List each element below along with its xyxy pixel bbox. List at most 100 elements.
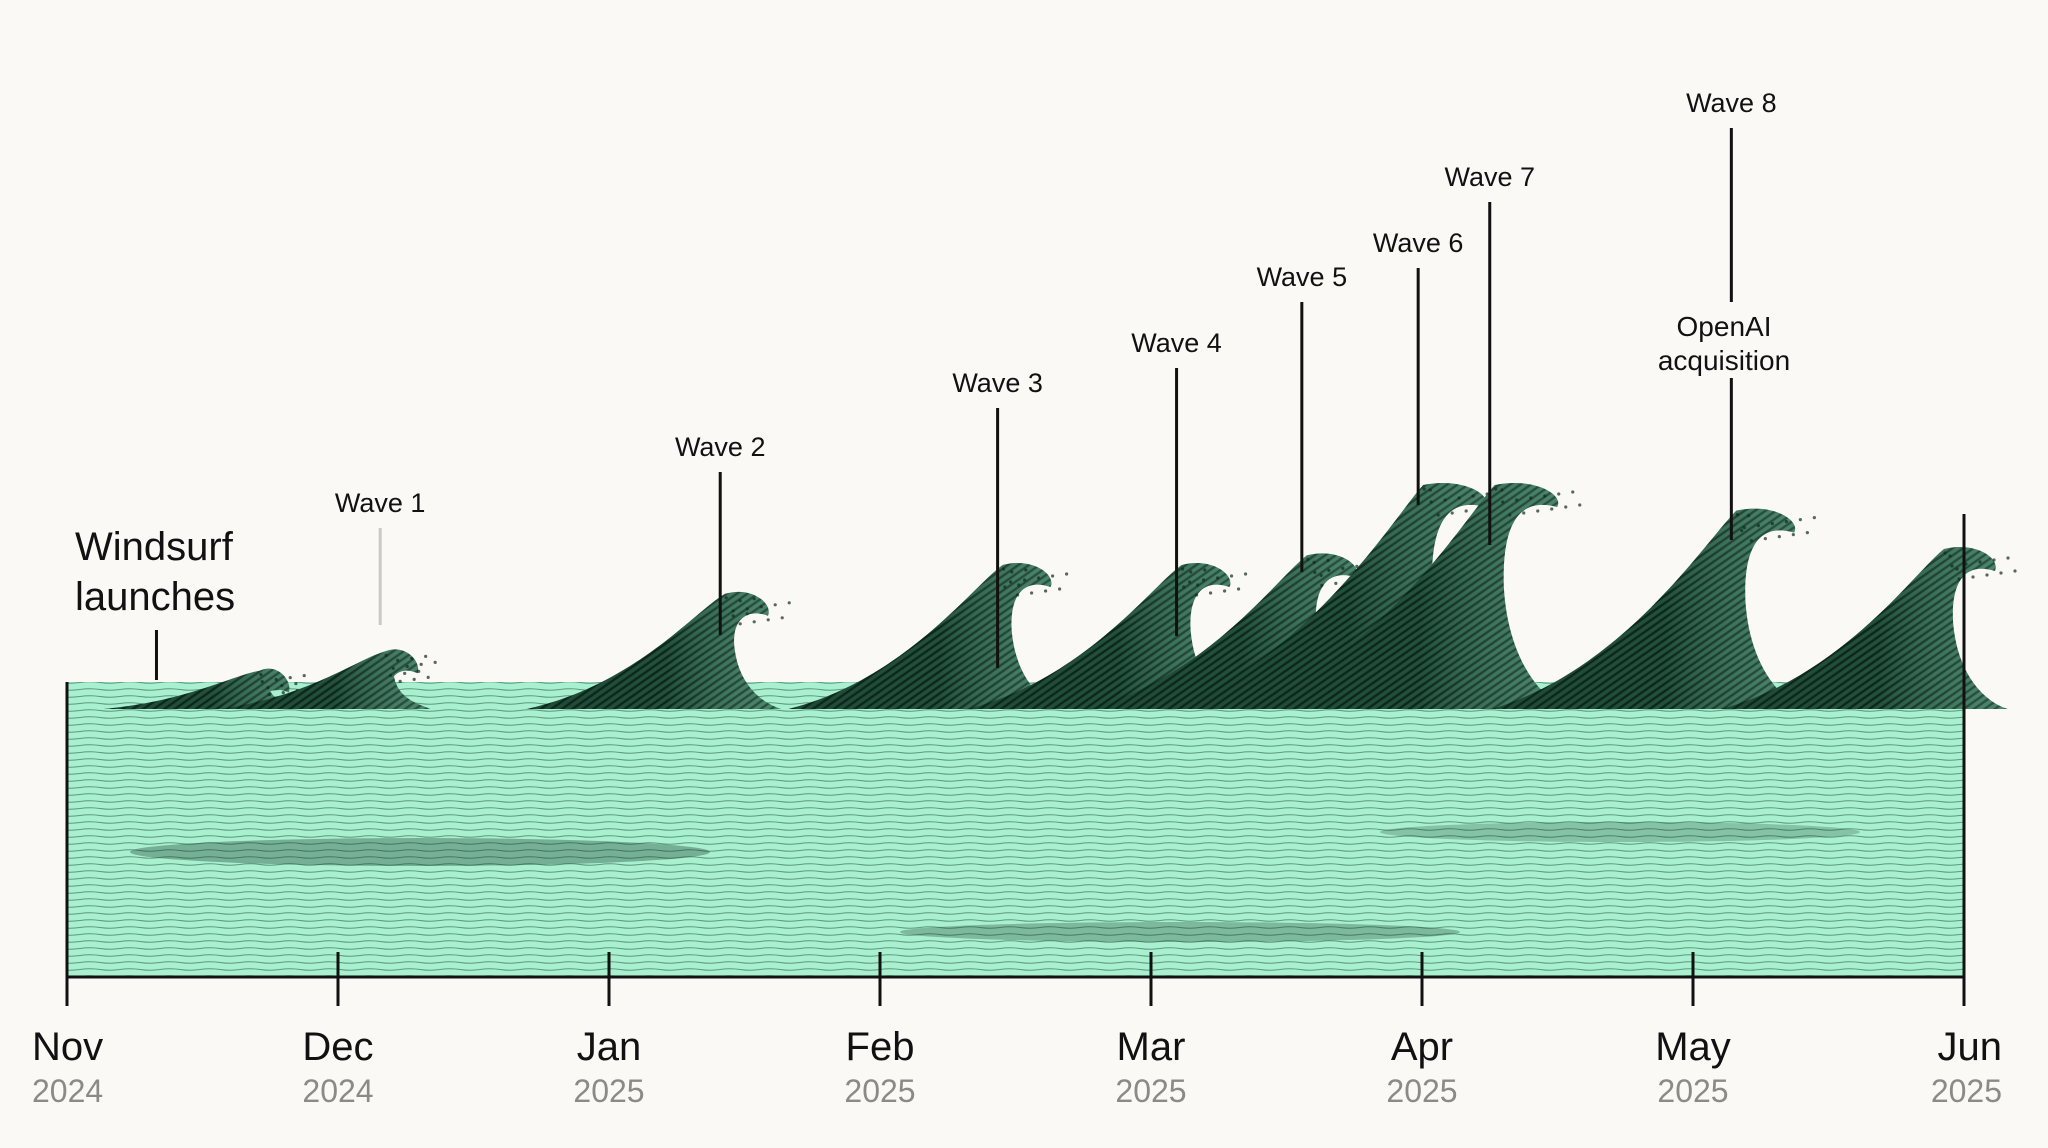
axis-year-label: 2025	[573, 1073, 644, 1109]
wave-foam-dot	[1515, 498, 1519, 502]
wave-foam-dot	[1051, 574, 1055, 578]
wave-foam-dot	[267, 693, 271, 697]
openai-annotation: OpenAI acquisition	[1658, 311, 1790, 376]
wave-foam-dot	[1557, 492, 1561, 496]
wave-foam-dot	[1313, 570, 1317, 575]
wave-foam-dot	[1578, 503, 1582, 507]
wave-foam-dot	[1215, 576, 1220, 580]
wave-label: Wave 8	[1686, 88, 1777, 118]
wave-foam-dot	[1030, 591, 1034, 595]
wave-foam-dot	[1327, 568, 1331, 573]
wave-foam-dot	[288, 676, 292, 680]
wave-foam-dot	[731, 614, 735, 618]
wave-foam-dot	[1791, 533, 1795, 537]
wave-foam-dot	[1229, 574, 1234, 578]
wave-foam-dot	[1564, 505, 1568, 509]
wave-foam-dot	[1955, 567, 1959, 571]
axis-month-label: Mar	[1117, 1025, 1186, 1069]
wave-foam-dot	[1742, 526, 1746, 530]
axis-month-label: May	[1655, 1025, 1731, 1069]
wave-label: Wave 5	[1257, 262, 1348, 292]
wave-foam-dot	[1985, 573, 1989, 577]
ocean	[67, 682, 1964, 976]
wave-foam-dot	[1943, 551, 1947, 555]
wave-foam-dot	[752, 597, 756, 601]
axis-year-label: 2024	[32, 1073, 103, 1109]
wave-label: Wave 7	[1444, 162, 1535, 192]
wave-shade	[1721, 547, 2008, 709]
wave-foam-dot	[1334, 581, 1338, 586]
wave-foam-dot	[1756, 524, 1760, 528]
wave-foam-dot	[1950, 564, 1954, 568]
wave-foam-dot	[1182, 585, 1186, 589]
wave-foam-dot	[405, 664, 409, 669]
wave-foam-dot	[426, 675, 430, 680]
wave-foam-dot	[1948, 554, 1952, 558]
wave-label: Wave 1	[335, 488, 426, 518]
axis-year-label: 2024	[302, 1073, 373, 1109]
wave-foam-dot	[1494, 487, 1498, 491]
wave-foam-dot	[1189, 570, 1193, 574]
wave-foam-dot	[417, 669, 421, 674]
wave-foam-dot	[1058, 587, 1062, 591]
axis-month-label: Apr	[1391, 1025, 1453, 1069]
wave-foam-dot	[1740, 529, 1744, 533]
wave-foam-dot	[1522, 511, 1526, 515]
wave-foam-dot	[1443, 498, 1447, 502]
wave-foam-dot	[1500, 488, 1504, 492]
wave-foam-dot	[1784, 520, 1788, 524]
wave-foam-dot	[398, 679, 402, 684]
wave-foam-dot	[1024, 568, 1028, 572]
wave-foam-dot	[1326, 558, 1330, 563]
openai-label-line2: acquisition	[1658, 345, 1790, 376]
wave-foam-dot	[1436, 513, 1440, 517]
axis-year-label: 2025	[1931, 1073, 2002, 1109]
wave-foam-dot	[1777, 535, 1781, 539]
wave-foam-dot	[1529, 496, 1533, 500]
wave-foam-dot	[1306, 557, 1310, 562]
wave-foam-dot	[1735, 513, 1739, 517]
wave-foam-dot	[412, 677, 416, 682]
wave-shade	[788, 563, 1064, 709]
wave-foam-dot	[1536, 509, 1540, 513]
wave-foam-dot	[1550, 507, 1554, 511]
wave-foam-dot	[1312, 560, 1316, 565]
water-body	[67, 682, 1964, 976]
wave-foam-dot	[1319, 573, 1323, 578]
axis-ticks: Nov 2024 Dec 2024 Jan 2025 Feb 2025 Mar 2025 Apr 20…	[32, 952, 2002, 1109]
wave-foam-dot	[1798, 518, 1802, 522]
wave-shade	[526, 591, 781, 709]
axis-year-label: 2025	[1386, 1073, 1457, 1109]
wave-foam-dot	[738, 622, 742, 626]
wave-foam-dot	[1203, 568, 1207, 572]
wave-foam-dot	[419, 662, 423, 667]
axis-month-label: Jan	[577, 1025, 642, 1069]
wave-foam-dot	[1805, 531, 1809, 535]
launch-label-line1: Windsurf	[75, 525, 234, 569]
wave-foam-dot	[766, 618, 770, 622]
wave-foam-dot	[1429, 500, 1433, 504]
wave-foam-dot	[1065, 572, 1069, 576]
wave-foam-dot	[384, 653, 388, 658]
wave-label: Wave 4	[1131, 328, 1222, 358]
wave-label: Wave 2	[675, 432, 766, 462]
wave-foam-dot	[1023, 578, 1027, 582]
wave-label: Wave 3	[952, 368, 1043, 398]
wave-foam-dot	[1770, 522, 1774, 526]
wave-foam-dot	[1003, 585, 1007, 589]
wave-foam-dot	[780, 616, 784, 620]
wave-foam-dot	[274, 678, 278, 682]
wave-foam-dot	[1571, 490, 1575, 494]
wave-labels: Wave 1 Wave 2 Wave 3 Wave 4 Wave 5 Wave 6 Wave…	[335, 88, 1777, 668]
wave-foam-dot	[1009, 580, 1013, 584]
wave-foam-dot	[1243, 572, 1248, 576]
wave-foam-dot	[1508, 513, 1512, 517]
wave-foam-dot	[1017, 583, 1021, 587]
wave-foam-dot	[389, 673, 393, 678]
wave-foam-dot	[1471, 494, 1475, 498]
wave-foam-dot	[1187, 580, 1192, 584]
wave-foam-dot	[759, 605, 763, 609]
axis-year-label: 2025	[1657, 1073, 1728, 1109]
axis-year-label: 2025	[844, 1073, 915, 1109]
